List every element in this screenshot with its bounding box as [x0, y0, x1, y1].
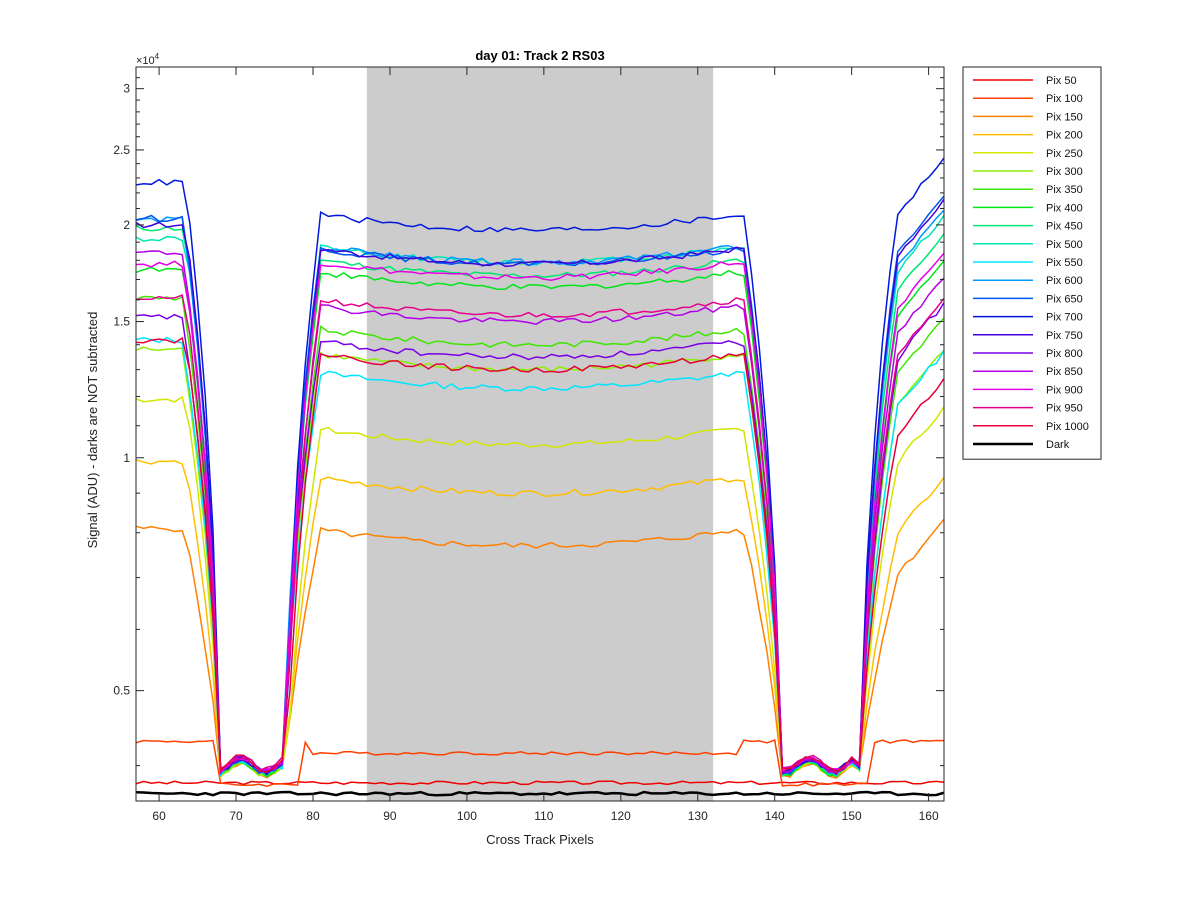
series-line-dark [136, 790, 944, 797]
legend-entry-label: Pix 1000 [1046, 421, 1089, 433]
legend-entry-label: Pix 250 [1046, 148, 1083, 160]
series-line-pix-950 [136, 294, 944, 774]
legend-entry-label: Pix 200 [1046, 130, 1083, 142]
series-line-pix-50 [136, 780, 944, 786]
y-tick-label: 2.5 [113, 143, 130, 157]
x-tick-label: 110 [534, 809, 553, 823]
legend-entry-label: Pix 700 [1046, 312, 1083, 324]
legend-entry-label: Pix 900 [1046, 384, 1083, 396]
y-tick-label: 1.5 [113, 315, 130, 329]
legend-entry-label: Pix 750 [1046, 330, 1083, 342]
x-tick-label: 160 [919, 809, 939, 823]
x-tick-label: 70 [229, 809, 243, 823]
legend-entry-label: Pix 150 [1046, 111, 1083, 123]
legend-entry-label: Pix 300 [1046, 166, 1083, 178]
y-axis-exponent: ×104 [136, 52, 160, 67]
y-axis-label: Signal (ADU) - darks are NOT subtracted [85, 312, 100, 549]
legend-entry-label: Pix 350 [1046, 184, 1083, 196]
legend-entry-label: Pix 850 [1046, 366, 1083, 378]
legend-entry-label: Pix 550 [1046, 257, 1083, 269]
x-tick-label: 150 [842, 809, 862, 823]
legend-entry-label: Dark [1046, 439, 1070, 451]
series-line-pix-1000 [136, 336, 944, 773]
y-tick-label: 2 [123, 218, 130, 232]
shaded-region [366, 67, 714, 801]
legend-entry-label: Pix 500 [1046, 239, 1083, 251]
legend-entry-label: Pix 450 [1046, 221, 1083, 233]
series-line-pix-100 [136, 738, 944, 787]
series-line-pix-150 [136, 518, 944, 779]
x-tick-label: 140 [765, 809, 785, 823]
legend-entry-label: Pix 650 [1046, 293, 1083, 305]
y-tick-label: 1 [123, 451, 130, 465]
legend-box [962, 66, 1102, 460]
legend-entry-label: Pix 50 [1046, 75, 1077, 87]
legend-entry-label: Pix 950 [1046, 403, 1083, 415]
x-tick-label: 120 [611, 809, 631, 823]
x-tick-label: 130 [688, 809, 708, 823]
legend-entry-label: Pix 100 [1046, 93, 1083, 105]
legend-entry-label: Pix 800 [1046, 348, 1083, 360]
x-tick-label: 80 [306, 809, 320, 823]
chart-title: day 01: Track 2 RS03 [475, 48, 604, 63]
legend-entry-label: Pix 600 [1046, 275, 1083, 287]
x-tick-label: 60 [152, 809, 166, 823]
x-tick-label: 100 [457, 809, 477, 823]
plot-frame [135, 66, 945, 802]
y-tick-label: 3 [123, 82, 130, 96]
x-tick-label: 90 [383, 809, 397, 823]
legend-entry-label: Pix 400 [1046, 202, 1083, 214]
x-axis-label: Cross Track Pixels [486, 832, 594, 847]
y-tick-label: 0.5 [113, 684, 130, 698]
